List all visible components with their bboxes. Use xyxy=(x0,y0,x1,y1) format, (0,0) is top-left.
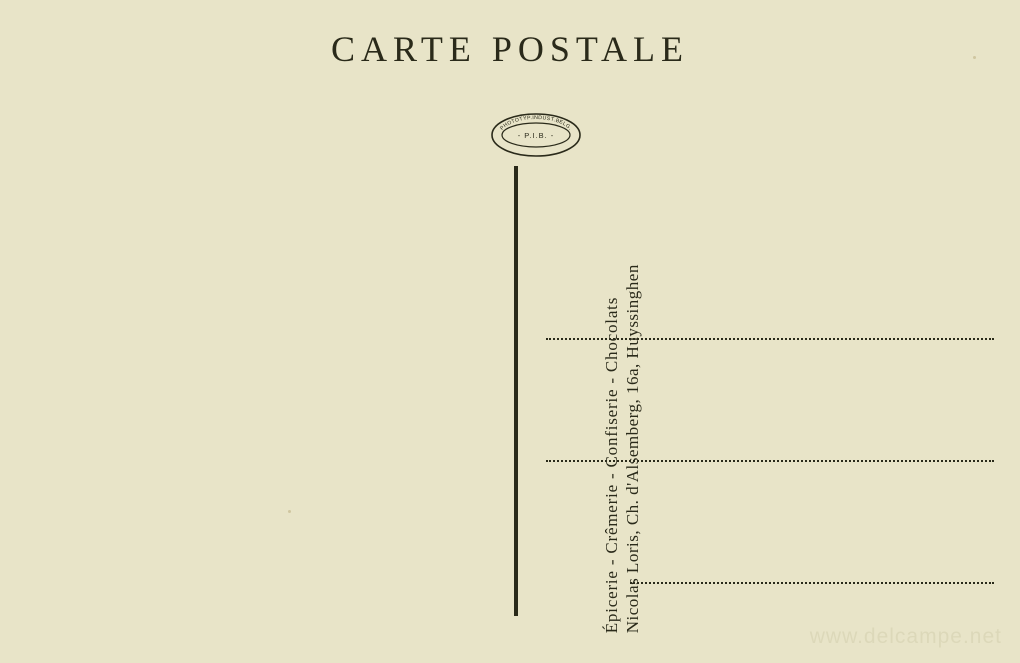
watermark-text: www.delcampe.net xyxy=(810,625,1002,649)
publisher-line-1: Épicerie - Crêmerie - Confiserie - Choco… xyxy=(601,193,622,633)
publisher-block: Épicerie - Crêmerie - Confiserie - Choco… xyxy=(601,193,644,633)
address-line-3 xyxy=(630,582,994,584)
postcard-back: CARTE POSTALE PHOTOTYP.INDUST.BELG. - P.… xyxy=(0,0,1020,663)
address-line-2 xyxy=(546,460,994,462)
address-line-1 xyxy=(546,338,994,340)
paper-speck xyxy=(973,56,976,59)
center-divider xyxy=(514,166,518,616)
stamp-center-text: - P.I.B. - xyxy=(518,131,555,140)
publisher-line-2: Nicolas Loris, Ch. d'Alsemberg, 16a, Huy… xyxy=(622,193,643,633)
card-title: CARTE POSTALE xyxy=(331,28,689,70)
paper-speck xyxy=(288,510,291,513)
printer-stamp-oval: PHOTOTYP.INDUST.BELG. - P.I.B. - xyxy=(490,112,582,158)
